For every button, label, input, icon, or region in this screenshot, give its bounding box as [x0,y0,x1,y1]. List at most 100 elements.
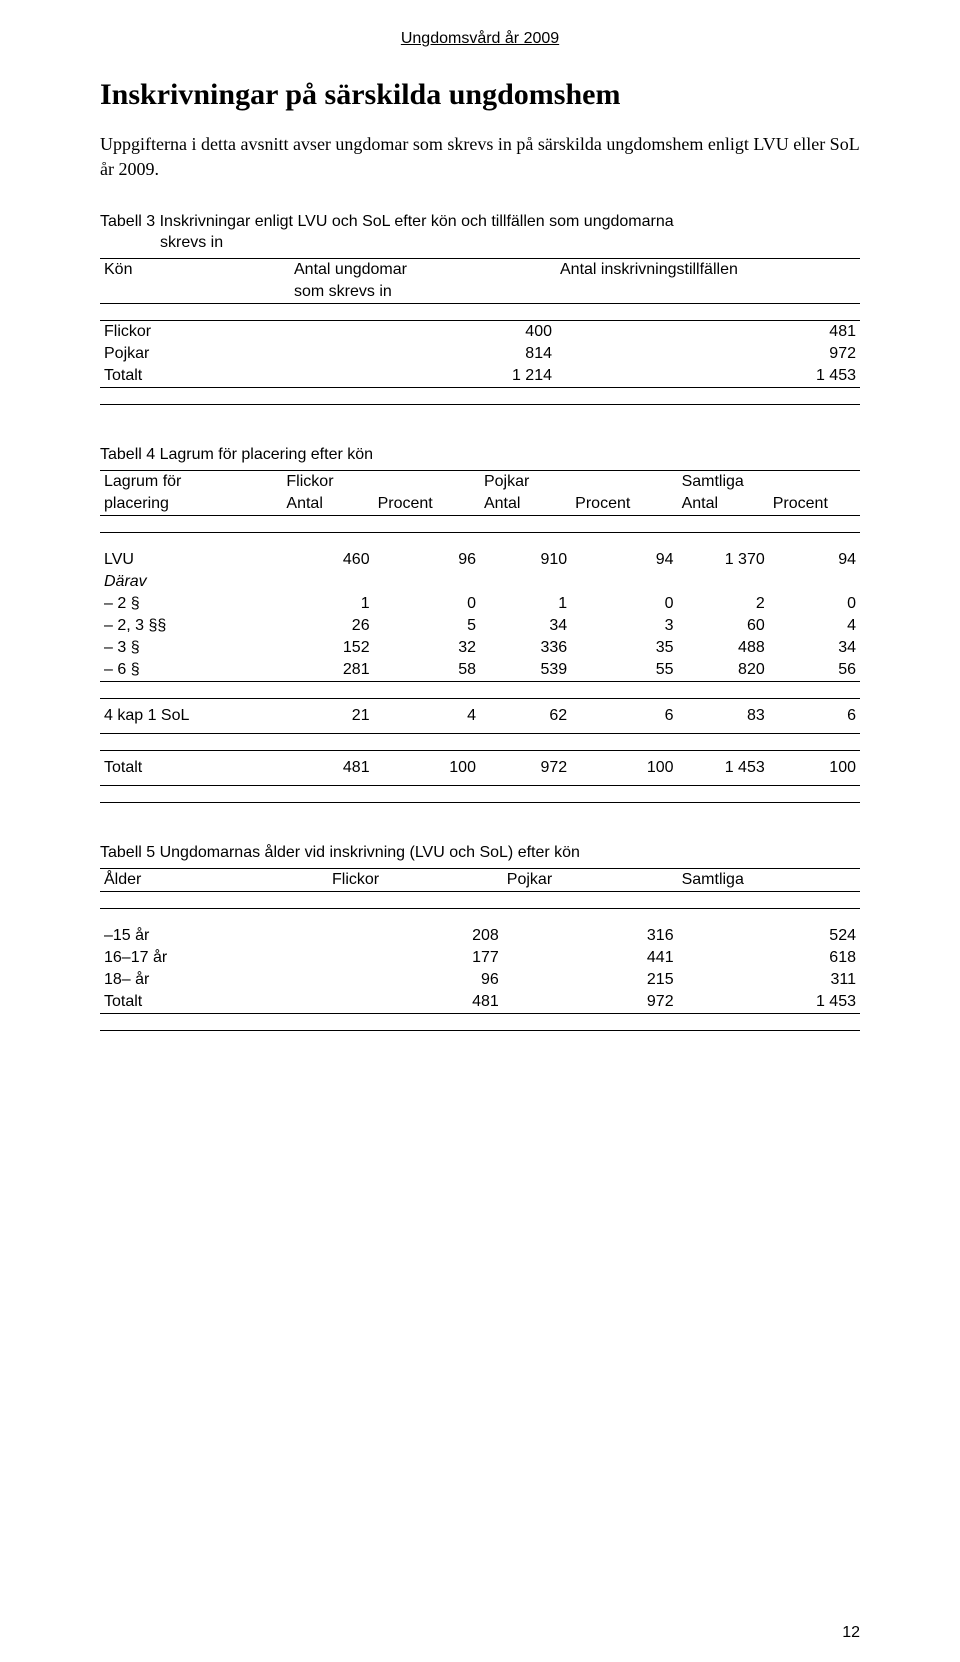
table-cell: 336 [480,637,571,659]
table-cell: 618 [678,947,860,969]
table-cell: 524 [678,925,860,947]
table5: Ålder Flickor Pojkar Samtliga –15 år 208… [100,868,860,1031]
table-row-label: – 6 § [100,659,282,682]
table-row-label: –15 år [100,925,328,947]
table-cell: 26 [282,615,373,637]
table-cell: 60 [678,615,769,637]
table4-caption: Tabell 4 Lagrum för placering efter kön [100,445,860,466]
table3-col3-header: Antal inskrivningstillfällen [556,258,860,281]
table-cell: 972 [556,343,860,365]
table-cell: 1 453 [678,750,769,785]
t4-h-antal: Antal [480,493,571,516]
t4-h-flickor: Flickor [282,470,480,493]
table-row-label: – 2, 3 §§ [100,615,282,637]
table3-col2-header-a: Antal ungdomar [290,258,556,281]
table-cell: 58 [374,659,480,682]
table-cell: 311 [678,969,860,991]
table-cell: 1 214 [290,365,556,388]
table-cell: 460 [282,549,373,571]
t4-h-antal: Antal [282,493,373,516]
table-row-label: – 3 § [100,637,282,659]
table-cell: 56 [769,659,860,682]
table-cell: 34 [769,637,860,659]
table-cell: 2 [678,593,769,615]
table-row-label: LVU [100,549,282,571]
table-cell: 21 [282,698,373,733]
t4-h-pojkar: Pojkar [480,470,678,493]
table-row-label: Pojkar [100,343,290,365]
t4-h-samtliga: Samtliga [678,470,860,493]
t5-h-c3: Pojkar [503,868,678,891]
table-cell: 1 [480,593,571,615]
table-cell: 820 [678,659,769,682]
intro-paragraph: Uppgifterna i detta avsnitt avser ungdom… [100,132,860,182]
table-row-label: Totalt [100,991,328,1014]
t4-h-procent: Procent [769,493,860,516]
t5-h-c2: Flickor [328,868,503,891]
table-cell: 34 [480,615,571,637]
table4: Lagrum för Flickor Pojkar Samtliga place… [100,470,860,803]
t5-h-c1: Ålder [100,868,328,891]
t4-h-antal: Antal [678,493,769,516]
table-row-label: 18– år [100,969,328,991]
table3-caption-line2: skrevs in [100,233,860,254]
table-row-label: Därav [100,571,282,593]
table-cell: 481 [328,991,503,1014]
table-cell: 94 [769,549,860,571]
table-cell: 208 [328,925,503,947]
table-cell: 539 [480,659,571,682]
table-cell: 0 [571,593,677,615]
table-cell: 0 [374,593,480,615]
table-cell: 814 [290,343,556,365]
table-cell: 62 [480,698,571,733]
table-cell: 0 [769,593,860,615]
table3-caption: Tabell 3 Inskrivningar enligt LVU och So… [100,212,860,254]
table-cell: 6 [571,698,677,733]
table-cell: 55 [571,659,677,682]
table3-caption-line1: Tabell 3 Inskrivningar enligt LVU och So… [100,213,674,230]
table-cell: 481 [556,320,860,343]
table-cell: 94 [571,549,677,571]
page-number: 12 [842,1624,860,1642]
t4-h-procent: Procent [374,493,480,516]
table-cell: 1 370 [678,549,769,571]
table-cell: 6 [769,698,860,733]
table-cell: 972 [503,991,678,1014]
table3: Kön Antal ungdomar Antal inskrivningstil… [100,258,860,405]
table-row-label: Flickor [100,320,290,343]
page-header: Ungdomsvård år 2009 [100,30,860,48]
table3-col2-header-b: som skrevs in [290,281,556,304]
table-cell: 4 [769,615,860,637]
table-cell: 1 453 [678,991,860,1014]
table-row-label: 4 kap 1 SoL [100,698,282,733]
table-cell: 152 [282,637,373,659]
table-cell: 281 [282,659,373,682]
table-cell: 100 [571,750,677,785]
table3-col1-header: Kön [100,258,290,281]
table-cell: 910 [480,549,571,571]
table-cell: 1 453 [556,365,860,388]
table-row-label: – 2 § [100,593,282,615]
table-cell: 32 [374,637,480,659]
table-cell: 481 [282,750,373,785]
table-cell: 400 [290,320,556,343]
table-row-label: 16–17 år [100,947,328,969]
table-cell: 100 [769,750,860,785]
table-cell: 3 [571,615,677,637]
table-cell: 441 [503,947,678,969]
table-cell: 5 [374,615,480,637]
table-cell: 35 [571,637,677,659]
table-cell: 96 [328,969,503,991]
table-cell: 96 [374,549,480,571]
table-cell: 215 [503,969,678,991]
t5-h-c4: Samtliga [678,868,860,891]
table5-caption: Tabell 5 Ungdomarnas ålder vid inskrivni… [100,843,860,864]
table-cell: 1 [282,593,373,615]
page-title: Inskrivningar på särskilda ungdomshem [100,78,860,112]
table-row-label: Totalt [100,365,290,388]
table-cell: 4 [374,698,480,733]
table-cell: 488 [678,637,769,659]
table-row-label: Totalt [100,750,282,785]
table-cell: 316 [503,925,678,947]
table-cell: 100 [374,750,480,785]
